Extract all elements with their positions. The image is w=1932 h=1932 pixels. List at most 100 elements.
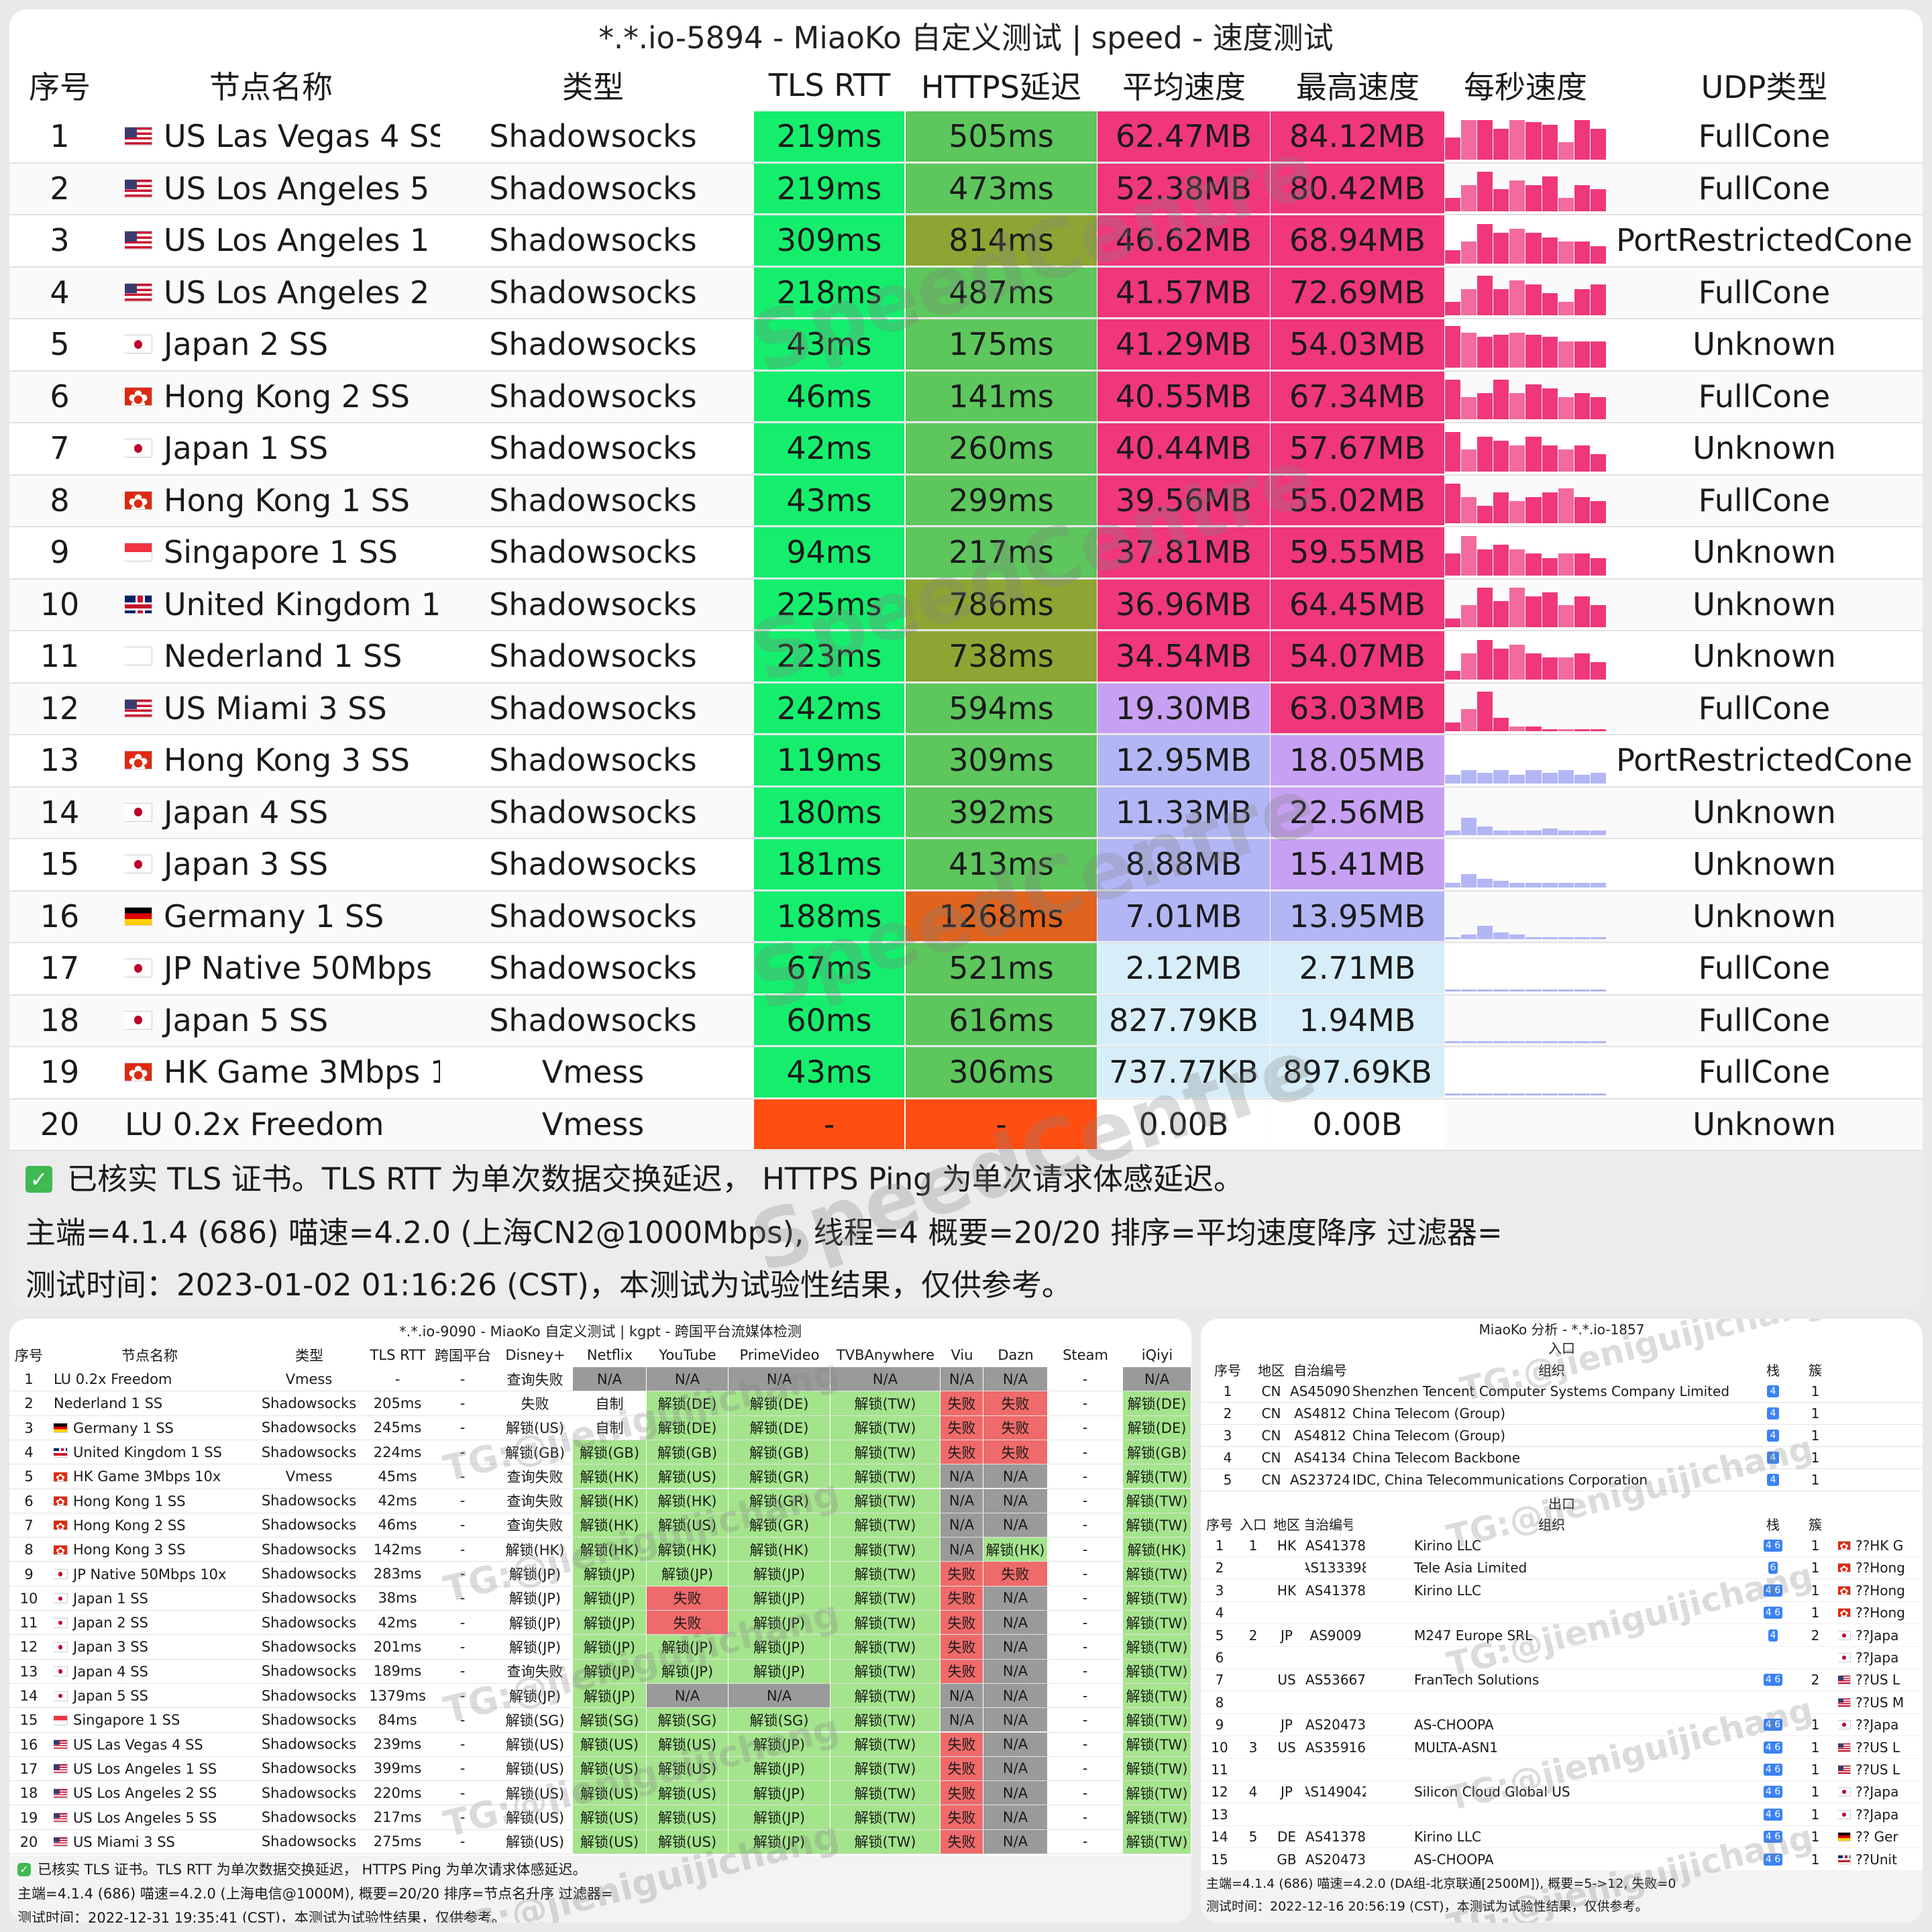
row-divider: [9, 734, 1923, 736]
row-index: 15: [40, 846, 80, 883]
tls-rtt-cell: 399ms: [373, 1760, 422, 1777]
avg-speed-cell: 8.88MB: [1097, 839, 1270, 890]
node-name-text: Japan 4 SS: [73, 1663, 148, 1680]
ip-stack-badge: 4 6: [1763, 1786, 1783, 1799]
speed-bar: [1509, 1041, 1525, 1043]
speed-bar: [1477, 588, 1493, 627]
speed-bar: [1461, 873, 1477, 888]
exit-node-cell: ??Unit: [1838, 1849, 1923, 1870]
node-name: Nederland 1 SS: [125, 631, 440, 682]
speed-bar: [1461, 989, 1477, 991]
https-latency-cell: 786ms: [906, 579, 1097, 629]
viu-cell: 失败: [941, 1635, 983, 1659]
row-divider: [1201, 1780, 1923, 1781]
disney-plus-cell: 解锁(US): [505, 1420, 565, 1437]
tls-rtt-cell: 142ms: [373, 1541, 422, 1558]
row-index: 11: [40, 638, 80, 675]
speed-bar: [1445, 989, 1461, 991]
speed-bar: [1542, 237, 1558, 264]
us-flag-icon: [125, 231, 152, 250]
speed-bar: [1542, 657, 1558, 680]
netflix-cell: 自制: [573, 1391, 646, 1415]
column-header: PrimeVideo: [739, 1347, 820, 1363]
speed-bar: [1477, 1041, 1493, 1043]
speed-bar: [1445, 250, 1461, 264]
speed-bar: [1461, 241, 1477, 264]
udp-type: FullCone: [1698, 690, 1831, 727]
speed-bar: [1558, 198, 1574, 211]
ipv4-badge: 4: [1767, 1452, 1779, 1464]
region-cell: US: [1277, 1672, 1296, 1688]
cross-platform-cell: -: [428, 1489, 497, 1513]
node-name: JP Native 50Mbps 10x: [54, 1562, 255, 1586]
ipv4-badge: 4: [1767, 1430, 1779, 1442]
disney-plus-cell: 解锁(US): [505, 1761, 565, 1778]
dazn-cell: N/A: [983, 1586, 1047, 1610]
avg-speed-cell: 37.81MB: [1097, 527, 1270, 578]
speed-bar: [1461, 185, 1477, 211]
node-name-text: JP Native 50Mbps 10x: [164, 950, 440, 987]
node-name-text: Japan 2 SS: [164, 326, 329, 363]
speed-bar: [1574, 393, 1590, 419]
disney-plus-cell: 解锁(US): [505, 1737, 565, 1754]
column-header: TLS RTT: [768, 67, 891, 103]
row-index: 6: [24, 1493, 34, 1509]
row-index-cell: 1: [1223, 1383, 1232, 1399]
udp-type: FullCone: [1698, 378, 1831, 415]
ip-stack-cell: 4 6: [1751, 1804, 1795, 1825]
avg-speed-cell: 39.56MB: [1097, 475, 1270, 525]
node-name: LU 0.2x Freedom: [125, 1099, 440, 1150]
prime-video-cell: 解锁(JP): [729, 1659, 830, 1683]
uk-flag-icon: [1838, 1855, 1850, 1864]
tls-rtt-cell: 42ms: [378, 1493, 417, 1509]
dazn-cell: N/A: [983, 1829, 1047, 1854]
speed-bar: [1590, 453, 1606, 472]
node-name-text: Japan 2 SS: [73, 1615, 148, 1631]
organization-cell: M247 Europe SRL: [1414, 1627, 1533, 1644]
outbound-column-header: 地区: [1273, 1516, 1300, 1533]
steam-cell: -: [1082, 1809, 1088, 1826]
node-name: US Los Angeles 5 SS: [125, 164, 440, 214]
us-flag-icon: [125, 699, 152, 717]
row-index: 12: [19, 1639, 38, 1656]
row-divider: [1201, 1556, 1923, 1557]
avg-speed-cell: 7.01MB: [1097, 891, 1270, 941]
speed-bar: [1590, 830, 1606, 835]
jp-flag-icon: [54, 1667, 67, 1676]
node-name-text: Japan 1 SS: [164, 430, 329, 467]
max-speed-cell: 80.42MB: [1271, 163, 1444, 213]
speed-bar: [1493, 769, 1509, 784]
row-divider: [9, 838, 1923, 840]
exit-node-cell: ??US L: [1838, 1737, 1923, 1758]
row-index: 19: [19, 1809, 38, 1826]
ip-stack-badge: 4 6: [1763, 1831, 1783, 1843]
node-name: US Las Vegas 4 SS: [54, 1733, 255, 1757]
netflix-cell: 解锁(US): [573, 1805, 646, 1829]
node-name: Japan 4 SS: [125, 788, 440, 838]
max-speed-cell: 13.95MB: [1271, 891, 1444, 941]
iqiyi-cell: 解锁(TW): [1123, 1805, 1191, 1829]
region-cell: [1268, 1804, 1305, 1825]
per-second-speed-sparkline: [1445, 582, 1606, 627]
speed-bar: [1542, 937, 1558, 939]
speed-bar: [1525, 830, 1542, 835]
node-name: HK Game 3Mbps 10x: [54, 1464, 255, 1489]
column-header: Disney+: [505, 1347, 566, 1363]
node-name: Japan 5 SS: [125, 996, 440, 1046]
jp-flag-icon: [1838, 1788, 1850, 1796]
row-divider: [9, 630, 1923, 632]
sg-flag-icon: [125, 543, 152, 561]
max-speed-cell: 67.34MB: [1271, 371, 1444, 421]
per-second-speed-sparkline: [1445, 426, 1606, 472]
organization-cell: MULTA-ASN1: [1414, 1739, 1499, 1756]
tvbanywhere-cell: 解锁(TW): [830, 1635, 940, 1659]
node-name: Hong Kong 1 SS: [125, 476, 440, 526]
speed-bar: [1542, 336, 1558, 368]
ip-stack-cell: 4 6: [1751, 1849, 1795, 1870]
tls-rtt-cell: 283ms: [373, 1566, 422, 1582]
https-latency-cell: 260ms: [906, 423, 1097, 474]
jp-flag-icon: [54, 1642, 67, 1652]
viu-cell: 失败: [941, 1781, 983, 1805]
https-latency-cell: 505ms: [906, 111, 1097, 162]
avg-speed-cell: 36.96MB: [1097, 579, 1270, 629]
